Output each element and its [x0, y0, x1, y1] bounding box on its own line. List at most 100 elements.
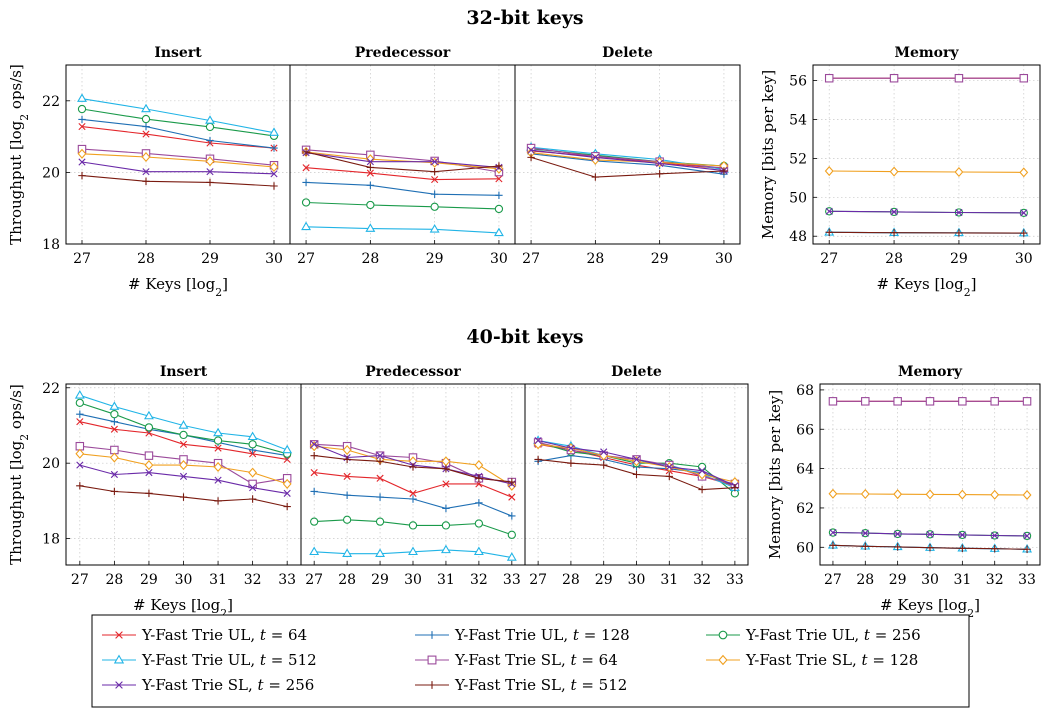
legend-label: Y-Fast Trie SL, t = 256	[141, 676, 314, 694]
chart-32-insert-series-y-fast-trie-ul-t-512	[77, 93, 279, 136]
chart-40-predecessor-point	[441, 521, 451, 530]
chart-32-memory-xtick-label: 30	[1015, 251, 1033, 267]
chart-40-predecessor-point	[310, 440, 318, 448]
chart-32-predecessor-point	[430, 167, 439, 176]
chart-32-memory-line-y-fast-trie-sl-t-512	[829, 231, 1024, 234]
chart-32-insert-series-y-fast-trie-sl-t-64	[77, 144, 279, 170]
chart-32-insert-point	[141, 114, 151, 124]
chart-40-insert-series-y-fast-trie-ul-t-512	[74, 390, 293, 454]
chart-40-insert-point	[143, 410, 154, 420]
chart-40-memory-point	[828, 397, 838, 406]
chart-32-insert-point	[77, 148, 87, 159]
chart-32-memory-ytick-label: 56	[789, 74, 807, 90]
chart-40-predecessor-title: Predecessor	[365, 364, 461, 380]
chart-32-predecessor-line-y-fast-trie-sl-t-256	[306, 152, 499, 168]
legend-label: Y-Fast Trie UL, t = 64	[141, 626, 307, 644]
chart-32-predecessor-line-y-fast-trie-ul-t-128	[306, 181, 499, 196]
chart-32-insert-point	[270, 144, 278, 152]
chart-32-predecessor-xtick-label: 29	[426, 251, 444, 267]
chart-32-delete-point	[527, 146, 535, 154]
chart-32-delete-line-y-fast-trie-sl-t-256	[531, 149, 724, 172]
chart-32-memory-point	[1019, 73, 1029, 83]
chart-32-predecessor-series-y-fast-trie-sl-t-512	[302, 148, 503, 176]
chart-40-predecessor-point	[375, 548, 386, 557]
chart-32-insert-point	[206, 136, 214, 145]
legend-label: Y-Fast Trie UL, t = 256	[745, 626, 921, 644]
chart-40-insert-xtick-label: 27	[71, 572, 89, 588]
chart-32-predecessor-line-y-fast-trie-ul-t-64	[306, 167, 499, 181]
charts-layer: Insert 27 28 29 30 18 20 22 # Keys [log2] Through…	[7, 45, 1041, 620]
chart-32-predecessor-title: Predecessor	[355, 45, 451, 61]
chart-32-predecessor-point	[302, 164, 310, 172]
chart-40-memory-ylabel: Memory [bits per key]	[766, 390, 784, 559]
chart-40-insert-point	[110, 410, 119, 419]
chart-32-memory-series-y-fast-trie-sl-t-128	[824, 166, 1029, 178]
chart-32-predecessor-point	[494, 204, 504, 214]
chart-40-insert-point	[248, 495, 257, 503]
chart-32-predecessor-point	[366, 158, 374, 166]
chart-40-memory-xtick-label: 27	[824, 572, 842, 588]
chart-32-memory-ylabel: Memory [bits per key]	[759, 70, 777, 239]
chart-32-insert-line-y-fast-trie-sl-t-256	[81, 161, 275, 175]
chart-40-predecessor-xtick-label: 29	[371, 572, 389, 588]
chart-32-delete-point	[720, 167, 728, 175]
chart-40-insert-xtick-label: 29	[140, 572, 158, 588]
chart-40-delete-xtick-label: 28	[562, 572, 580, 588]
chart-40-insert-point	[214, 497, 222, 505]
chart-32-delete-xtick-label: 29	[651, 251, 669, 267]
chart-40-memory-point	[925, 397, 935, 406]
chart-40-insert-series-y-fast-trie-sl-t-512	[76, 482, 291, 511]
legend-box	[91, 614, 970, 708]
chart-40-memory-point	[957, 489, 967, 500]
chart-32-memory-line-y-fast-trie-sl-t-256	[829, 210, 1024, 214]
chart-40-insert-point	[283, 502, 291, 511]
chart-40-predecessor-point	[508, 478, 516, 486]
chart-32-predecessor-point	[366, 200, 375, 210]
chart-32-predecessor-series-y-fast-trie-ul-t-64	[302, 164, 503, 184]
chart-40-predecessor-point	[310, 487, 318, 496]
chart-32-memory-point	[825, 207, 833, 215]
chart-32-delete-xtick-label: 30	[715, 251, 733, 267]
chart-40-delete-xtick-label: 33	[726, 572, 744, 588]
chart-40-insert-ytick-label: 18	[42, 532, 60, 548]
chart-32-predecessor-line-y-fast-trie-ul-t-256	[306, 201, 499, 210]
legend: Y-Fast Trie UL, t = 64 Y-Fast Trie UL, t …	[91, 614, 970, 708]
chart-32-predecessor-point	[495, 162, 503, 170]
chart-32-predecessor-line-y-fast-trie-sl-t-512	[305, 151, 499, 173]
chart-32-predecessor-point	[431, 158, 439, 166]
legend-label: Y-Fast Trie SL, t = 128	[745, 651, 918, 669]
chart-32-memory-point	[954, 166, 964, 178]
chart-40-insert-point	[249, 484, 257, 492]
chart-40-memory-xtick-label: 33	[1018, 572, 1036, 588]
chart-40-predecessor-point	[376, 474, 384, 482]
chart-40-memory-point	[828, 488, 838, 499]
chart-32-delete-line-y-fast-trie-sl-t-128	[531, 152, 724, 167]
chart-32-insert-xlabel: # Keys [log2]	[128, 275, 228, 299]
chart-32-insert-point	[206, 178, 214, 187]
chart-40-insert-point	[179, 460, 188, 471]
chart-40-predecessor-point	[442, 504, 450, 513]
chart-32-insert-series-y-fast-trie-sl-t-256	[78, 158, 278, 178]
chart-40-delete-frame	[524, 383, 749, 566]
chart-40-memory-ytick-label: 62	[796, 501, 814, 517]
chart-32-insert-point	[142, 168, 150, 176]
chart-40-predecessor-point	[508, 493, 516, 501]
chart-40-insert-xtick-label: 31	[209, 572, 227, 588]
chart-40-insert-series-y-fast-trie-ul-t-256	[75, 398, 292, 458]
chart-32-insert-ytick-label: 22	[42, 94, 60, 110]
chart-32-memory-xlabel: # Keys [log2]	[877, 275, 977, 299]
chart-40-memory-point	[958, 397, 967, 406]
chart-32-insert-point	[78, 158, 86, 166]
chart-40-memory-series-y-fast-trie-sl-t-64	[828, 397, 1032, 406]
chart-32-insert-line-y-fast-trie-sl-t-128	[81, 153, 275, 168]
chart-40-delete-xtick-label: 27	[529, 572, 547, 588]
chart-40-delete-point	[698, 467, 706, 475]
chart-32-delete-frame	[514, 64, 741, 245]
chart-40-memory-point	[1022, 397, 1032, 406]
chart-40-delete-xtick-label: 29	[595, 572, 613, 588]
chart-40-memory-point	[893, 543, 902, 551]
chart-40-predecessor-series-y-fast-trie-ul-t-128	[310, 487, 516, 520]
chart-32-memory-point	[1020, 229, 1028, 237]
chart-32-predecessor-series-y-fast-trie-ul-t-128	[302, 178, 503, 200]
chart-32-delete-xtick-label: 28	[586, 251, 604, 267]
